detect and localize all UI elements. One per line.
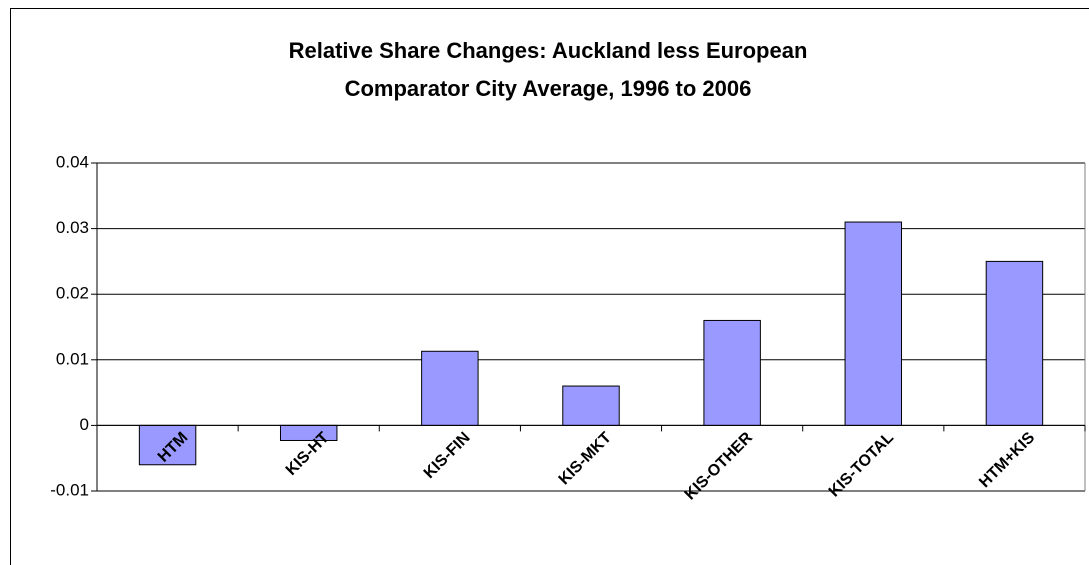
bar [985, 260, 1044, 426]
chart-title: Relative Share Changes: Auckland less Eu… [289, 38, 808, 63]
bar [844, 221, 903, 426]
bar [421, 350, 479, 426]
y-tick-label: 0.03 [56, 218, 89, 237]
y-tick-label: 0.01 [56, 349, 89, 368]
y-tick-label: -0.01 [50, 480, 89, 499]
y-tick-label: 0.04 [56, 152, 89, 171]
bar [138, 424, 197, 466]
chart-title: Comparator City Average, 1996 to 2006 [345, 76, 752, 101]
y-tick-label: 0 [80, 415, 89, 434]
bar [562, 385, 620, 426]
y-tick-label: 0.02 [56, 284, 89, 303]
chart-frame [10, 8, 1089, 565]
bar [703, 319, 761, 426]
